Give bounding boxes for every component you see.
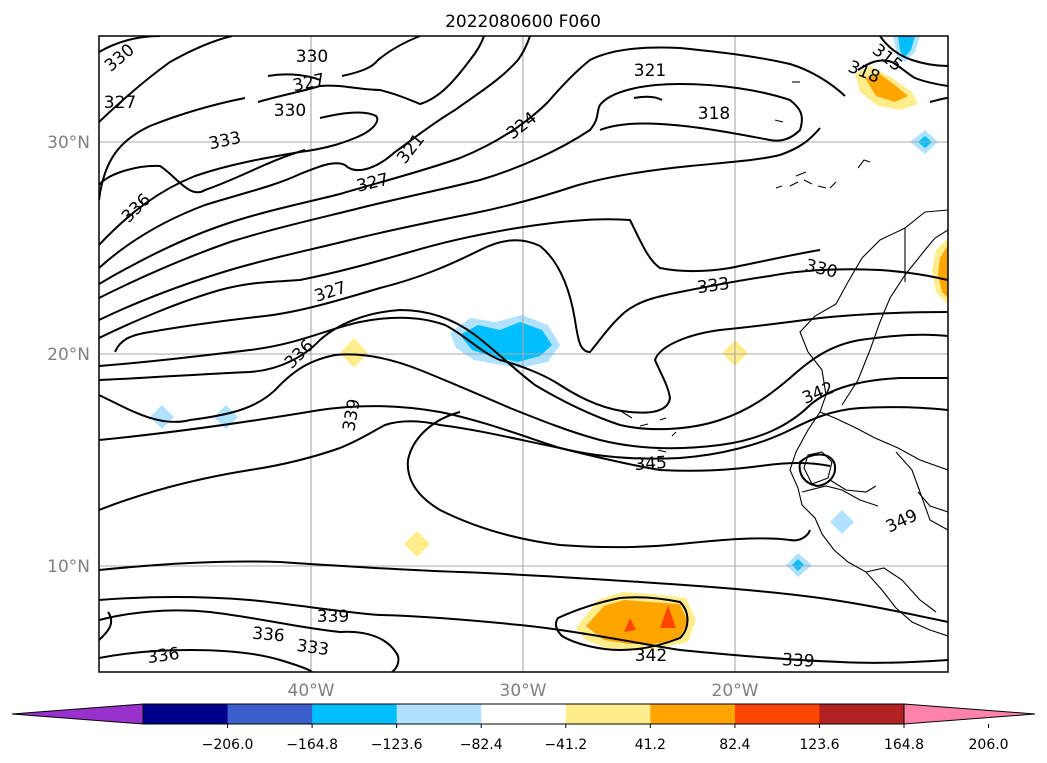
contour-line — [257, 36, 485, 105]
coastlines — [621, 81, 948, 637]
negative-anomaly-central-core — [460, 322, 552, 362]
contour-line — [99, 309, 948, 431]
colorbar-tick-label: −123.6 — [371, 737, 423, 753]
contour-line — [99, 611, 313, 672]
colorbar-cell — [819, 704, 905, 724]
isentropic-contours — [99, 36, 948, 672]
contour-line — [99, 149, 306, 194]
contour-label: 336 — [251, 624, 285, 647]
contour-line — [99, 46, 846, 285]
positive-anomaly-north-core — [865, 74, 908, 102]
contour-line — [99, 609, 400, 672]
contour-line — [99, 420, 831, 511]
contour-line — [99, 97, 246, 201]
contour-line — [406, 411, 811, 549]
contour-line — [929, 97, 948, 103]
contour-label: 342 — [635, 646, 667, 666]
colorbar-extend-high — [903, 703, 1036, 725]
contour-line — [633, 95, 663, 101]
negative-anomaly-spot-4-core — [792, 559, 804, 571]
colorbar-cell — [396, 704, 482, 724]
colorbar-cell — [734, 704, 820, 724]
colorbar-extend-low — [11, 703, 144, 725]
contour-label: 330 — [296, 47, 328, 67]
contour-line — [99, 596, 948, 664]
map-frame — [98, 35, 949, 673]
positive-anomaly-spot-2 — [404, 531, 430, 557]
lon-label-30w: 30°W — [500, 681, 547, 701]
colorbar-cell — [143, 704, 229, 724]
lon-label-20w: 20°W — [712, 681, 759, 701]
lat-label-30n: 30°N — [47, 133, 90, 153]
colorbar-tick-label: 41.2 — [635, 737, 666, 753]
contour-line — [99, 560, 948, 623]
colorbar-tick-label: −41.2 — [544, 737, 587, 753]
colorbar-frame — [142, 703, 905, 725]
positive-anomaly-south-peak-1 — [624, 618, 636, 632]
latitude-labels: 30°N 20°N 10°N — [47, 133, 90, 577]
colorbar-tick-label: −164.8 — [286, 737, 338, 753]
figure-title: 2022080600 F060 — [445, 12, 601, 32]
lat-label-20n: 20°N — [47, 345, 90, 365]
colorbar-tick-label: 206.0 — [969, 737, 1009, 753]
colorbar-cell — [227, 704, 313, 724]
colorbar-tick-label: −82.4 — [460, 737, 503, 753]
contour-label: 345 — [634, 453, 668, 475]
contour-label: 339 — [782, 650, 815, 672]
shaded-anomalies — [150, 36, 948, 650]
contour-line — [554, 596, 689, 651]
colorbar-tick-label: 123.6 — [799, 737, 839, 753]
contour-label: 318 — [698, 104, 730, 124]
colorbar: −206.0 −164.8 −123.6 −82.4 −41.2 41.2 82.4 123.… — [11, 703, 1036, 753]
lon-label-40w: 40°W — [288, 681, 335, 701]
contour-line — [99, 111, 379, 246]
negative-anomaly-spot-3 — [830, 510, 854, 534]
contour-label: 327 — [104, 93, 136, 113]
contour-label: 333 — [295, 636, 330, 660]
colorbar-tick-label: 82.4 — [719, 737, 750, 753]
colorbar-cell — [312, 704, 398, 724]
map-panel: 330 327 330 327 321 333 330 336 327 324 … — [98, 35, 949, 673]
contour-line — [99, 218, 821, 339]
contour-line — [99, 36, 531, 269]
colorbar-cell — [650, 704, 736, 724]
contour-label: 336 — [146, 644, 181, 668]
contour-label: 330 — [274, 101, 306, 121]
contour-label: 333 — [696, 274, 731, 298]
positive-anomaly-spot-1 — [340, 338, 368, 368]
lat-label-10n: 10°N — [47, 557, 90, 577]
contour-line — [798, 453, 836, 487]
contour-line — [99, 311, 948, 414]
contour-line — [857, 59, 948, 87]
colorbar-cell — [481, 704, 567, 724]
colorbar-tick-label: −206.0 — [202, 737, 254, 753]
contour-line — [99, 36, 233, 123]
positive-anomaly-south-core — [586, 600, 688, 644]
contour-label: 321 — [634, 61, 666, 81]
colorbar-tick-label: 164.8 — [884, 737, 924, 753]
contour-label: 339 — [317, 607, 349, 627]
longitude-labels: 40°W 30°W 20°W — [288, 681, 759, 701]
negative-anomaly-spot-1 — [150, 405, 174, 429]
contour-line — [879, 36, 948, 67]
contour-line — [267, 36, 421, 81]
colorbar-cell — [565, 704, 651, 724]
negative-anomaly-north-core — [898, 36, 915, 58]
positive-anomaly-south-peak-2 — [660, 605, 676, 628]
contour-line — [99, 83, 803, 299]
contour-line — [99, 353, 948, 450]
positive-anomaly-east-core — [938, 245, 948, 298]
contour-line — [114, 239, 948, 353]
contour-line — [99, 127, 821, 321]
